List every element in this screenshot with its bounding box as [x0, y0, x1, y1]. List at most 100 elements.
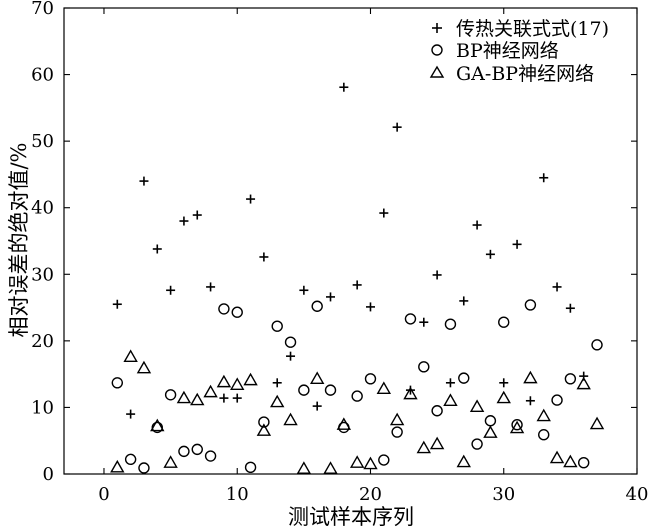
scatter-point-circle	[391, 426, 403, 438]
scatter-point-triangle	[336, 417, 352, 430]
scatter-point-triangle	[163, 455, 178, 468]
scatter-point-triangle	[509, 420, 525, 434]
scatter-point-circle	[244, 461, 257, 474]
scatter-point-triangle	[270, 394, 285, 408]
scatter-point-circle	[178, 445, 190, 458]
scatter-point-triangle	[443, 393, 458, 406]
scatter-point-circle	[151, 421, 163, 434]
scatter-point-circle	[258, 416, 270, 428]
scatter-point-triangle	[536, 408, 551, 422]
scatter-point-plus	[272, 378, 282, 388]
scatter-point-triangle	[469, 399, 485, 412]
scatter-point-triangle	[363, 456, 378, 470]
scatter-point-triangle	[230, 377, 245, 390]
scatter-point-triangle	[403, 386, 418, 400]
scatter-point-plus	[166, 285, 176, 295]
scatter-point-plus	[352, 280, 362, 290]
scatter-point-triangle	[176, 390, 192, 404]
scatter-point-triangle	[216, 374, 232, 388]
scatter-point-circle	[218, 303, 230, 315]
scatter-point-plus	[339, 82, 349, 92]
circle-marker-icon	[431, 44, 443, 56]
scatter-point-plus	[232, 393, 242, 403]
scatter-point-triangle	[429, 436, 445, 450]
scatter-point-triangle	[456, 454, 471, 468]
scatter-point-plus	[219, 393, 229, 403]
scatter-point-circle	[404, 313, 417, 325]
y-tick-label: 0	[43, 464, 54, 485]
scatter-point-plus	[112, 299, 122, 309]
scatter-point-plus	[259, 252, 269, 262]
scatter-point-plus	[379, 208, 389, 218]
scatter-point-circle	[484, 415, 497, 427]
scatter-point-circle	[458, 372, 470, 384]
scatter-point-plus	[499, 378, 509, 388]
legend-entry-series-3: GA-BP神经网络	[429, 63, 594, 85]
y-tick-label: 40	[31, 198, 54, 219]
x-tick-label: 40	[626, 484, 649, 505]
scatter-point-triangle	[563, 454, 578, 468]
scatter-point-circle	[191, 443, 203, 456]
scatter-point-triangle	[416, 440, 431, 454]
scatter-point-plus	[459, 296, 469, 306]
scatter-point-circle	[577, 456, 590, 469]
scatter-point-circle	[378, 454, 390, 466]
scatter-point-circle	[271, 320, 283, 332]
scatter-point-triangle	[150, 418, 165, 432]
scatter-point-plus	[445, 378, 455, 388]
scatter-point-triangle	[136, 360, 152, 374]
scatter-point-plus	[246, 194, 256, 204]
scatter-point-triangle	[589, 416, 605, 430]
y-tick-label: 10	[31, 397, 54, 418]
scatter-point-circle	[591, 339, 603, 351]
scatter-point-plus	[565, 303, 575, 313]
scatter-point-circle	[524, 299, 537, 311]
scatter-point-triangle	[110, 459, 125, 473]
scatter-point-circle	[124, 453, 137, 466]
scatter-point-circle	[471, 438, 483, 450]
x-tick-label: 30	[492, 484, 515, 505]
y-axis-label: 相对误差的绝对值/%	[7, 142, 31, 337]
y-tick-label: 20	[31, 331, 54, 352]
scatter-point-triangle	[243, 372, 258, 386]
scatter-point-circle	[538, 429, 550, 441]
scatter-point-plus	[552, 282, 562, 292]
scatter-point-triangle	[309, 371, 325, 385]
scatter-point-circle	[551, 394, 563, 406]
legend-label: BP神经网络	[456, 40, 559, 62]
scatter-point-triangle	[576, 376, 591, 390]
scatter-point-triangle	[483, 425, 498, 438]
scatter-point-triangle	[323, 461, 338, 474]
scatter-point-plus	[299, 285, 309, 295]
scatter-point-circle	[164, 389, 177, 401]
scatter-point-plus	[472, 220, 482, 230]
scatter-point-circle	[564, 373, 577, 385]
scatter-point-circle	[324, 384, 337, 396]
scatter-point-circle	[138, 462, 150, 474]
scatter-point-triangle	[523, 370, 538, 384]
y-tick-label: 70	[31, 0, 54, 19]
triangle-marker-icon	[429, 65, 445, 78]
scatter-point-circle	[511, 419, 523, 431]
scatter-point-circle	[204, 450, 217, 462]
scatter-point-plus	[179, 216, 189, 226]
scatter-point-triangle	[283, 412, 298, 426]
scatter-point-plus	[312, 401, 322, 411]
scatter-point-plus	[286, 351, 296, 361]
legend-entry-series-2: BP神经网络	[431, 40, 559, 62]
scatter-point-circle	[431, 405, 443, 417]
legend-label: 传热关联式式(17)	[456, 18, 609, 40]
legend-label: GA-BP神经网络	[456, 63, 594, 85]
scatter-point-circle	[311, 300, 323, 312]
scatter-point-triangle	[256, 423, 272, 436]
scatter-point-plus	[432, 270, 442, 280]
scatter-point-plus	[365, 302, 375, 312]
scatter-point-plus	[126, 409, 136, 419]
plot-area-border	[63, 7, 638, 475]
scatter-point-circle	[284, 336, 297, 348]
scatter-point-triangle	[123, 349, 138, 363]
scatter-point-plus	[206, 282, 216, 292]
scatter-point-plus	[192, 210, 202, 220]
y-tick-label: 50	[31, 131, 54, 152]
